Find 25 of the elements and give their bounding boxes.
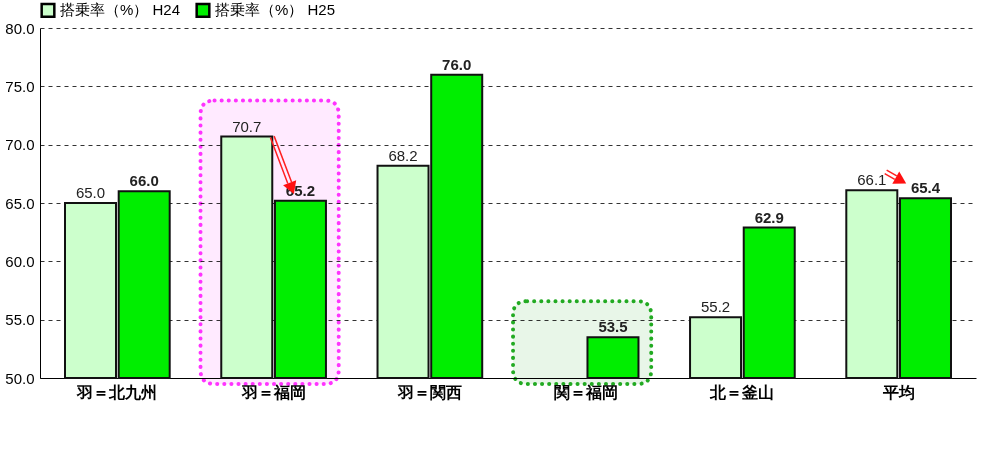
x-tick-label: 羽＝関西 xyxy=(396,383,462,401)
x-tick-label: 平均 xyxy=(881,383,915,401)
data-label: 62.9 xyxy=(754,208,784,226)
x-tick-label: 関＝福岡 xyxy=(554,383,619,401)
data-label: 66.1 xyxy=(857,171,887,189)
y-tick-label: 60.0 xyxy=(5,252,35,270)
data-label: 65.4 xyxy=(910,179,941,197)
data-label: 76.0 xyxy=(442,55,472,73)
legend-label: 搭乗率（%） H24 xyxy=(60,1,181,19)
data-label: 53.5 xyxy=(598,318,628,336)
x-tick-label: 北＝釜山 xyxy=(709,383,775,401)
data-label: 70.7 xyxy=(232,117,262,135)
y-tick-label: 55.0 xyxy=(5,311,35,329)
data-label: 65.0 xyxy=(75,184,106,201)
x-tick-label: 羽＝福岡 xyxy=(240,383,306,401)
data-label: 68.2 xyxy=(388,146,418,164)
legend-label: 搭乗率（%） H25 xyxy=(215,1,336,19)
data-label: 66.0 xyxy=(129,172,159,190)
data-label: 55.2 xyxy=(700,298,731,316)
y-tick-label: 50.0 xyxy=(5,369,35,387)
y-tick-label: 80.0 xyxy=(5,19,35,37)
y-tick-label: 75.0 xyxy=(5,77,35,95)
x-tick-label: 羽＝北九州 xyxy=(76,383,158,401)
y-tick-label: 70.0 xyxy=(5,136,35,154)
y-tick-label: 65.0 xyxy=(5,194,35,212)
